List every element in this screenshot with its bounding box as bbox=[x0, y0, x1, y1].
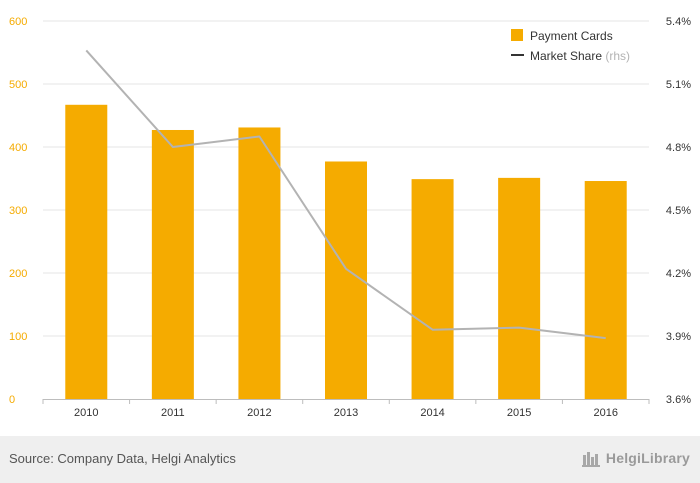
y-left-tick-label: 300 bbox=[9, 205, 27, 217]
y-right-tick-label: 4.5% bbox=[666, 205, 691, 217]
source-note: Source: Company Data, Helgi Analytics bbox=[9, 451, 236, 466]
legend-line-axis-note: (rhs) bbox=[605, 49, 630, 63]
x-tick-label: 2012 bbox=[247, 407, 271, 419]
y-right-tick-label: 5.4% bbox=[666, 16, 691, 28]
market-share-line bbox=[85, 49, 606, 340]
y-right-tick-label: 3.6% bbox=[666, 394, 691, 406]
legend-bar-label: Payment Cards bbox=[530, 29, 613, 43]
bar bbox=[411, 179, 454, 399]
logo-text: HelgiLibrary bbox=[605, 450, 690, 466]
x-tick-label: 2014 bbox=[420, 407, 444, 419]
helgi-library-logo: HelgiLibrary bbox=[581, 449, 690, 467]
bar bbox=[584, 181, 627, 399]
bar bbox=[238, 127, 281, 399]
y-left-tick-label: 100 bbox=[9, 331, 27, 343]
y-left-tick-label: 500 bbox=[9, 79, 27, 91]
axes: 0 3.6% 100 3.9% 200 4.2% 300 4.5% 400 4.8% 500 5.1%… bbox=[9, 16, 691, 419]
x-tick-label: 2015 bbox=[507, 407, 531, 419]
bar bbox=[498, 177, 541, 399]
legend-bar-swatch bbox=[511, 29, 523, 41]
footer: Source: Company Data, Helgi Analytics He… bbox=[0, 436, 700, 483]
y-right-tick-label: 4.8% bbox=[666, 142, 691, 154]
x-tick-label: 2011 bbox=[161, 407, 185, 419]
x-tick-label: 2016 bbox=[593, 407, 617, 419]
bar bbox=[151, 129, 194, 400]
x-tick-label: 2013 bbox=[334, 407, 358, 419]
legend: Payment Cards Market Share (rhs) bbox=[511, 29, 630, 63]
y-left-tick-label: 600 bbox=[9, 16, 27, 28]
chart: 0 3.6% 100 3.9% 200 4.2% 300 4.5% 400 4.8% 500 5.1%… bbox=[9, 16, 691, 419]
y-right-tick-label: 3.9% bbox=[666, 331, 691, 343]
logo-icon bbox=[581, 452, 600, 467]
y-left-tick-label: 200 bbox=[9, 268, 27, 280]
y-left-tick-label: 0 bbox=[9, 394, 15, 406]
legend-line-label: Market Share (rhs) bbox=[530, 49, 630, 63]
y-right-tick-label: 5.1% bbox=[666, 79, 691, 91]
bar bbox=[325, 161, 367, 399]
y-right-tick-label: 4.2% bbox=[666, 268, 691, 280]
y-left-tick-label: 400 bbox=[9, 142, 27, 154]
bar-series bbox=[65, 104, 627, 400]
bar bbox=[65, 104, 108, 399]
x-tick-label: 2010 bbox=[74, 407, 98, 419]
line-series bbox=[85, 49, 606, 340]
legend-line-name: Market Share bbox=[530, 49, 605, 63]
